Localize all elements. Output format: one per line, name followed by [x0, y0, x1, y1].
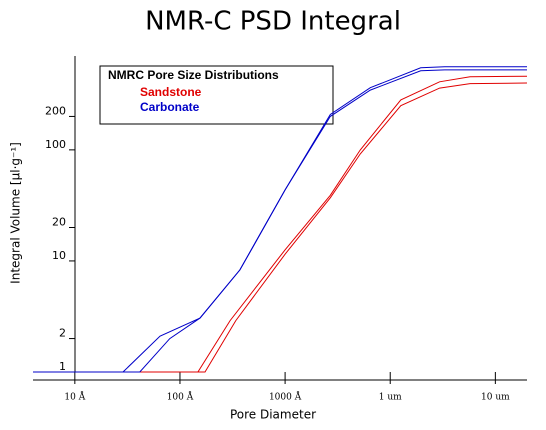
- y-tick-label: 100: [45, 138, 66, 151]
- x-tick-label: 100 Å: [167, 391, 194, 403]
- x-axis-label: Pore Diameter: [230, 408, 316, 422]
- y-tick-label: 10: [52, 249, 66, 262]
- y-axis-label: Integral Volume [µl·g⁻¹]: [9, 142, 23, 284]
- legend-box: [99, 65, 334, 125]
- legend-entry: Sandstone: [140, 85, 202, 99]
- y-tick-label: 200: [45, 104, 66, 117]
- x-tick-label: 10 Å: [64, 391, 85, 403]
- data-line: [33, 82, 528, 373]
- y-tick-label: 20: [52, 215, 66, 228]
- legend-title: NMRC Pore Size Distributions: [108, 68, 279, 82]
- data-line: [33, 75, 528, 373]
- y-tick-label: 2: [59, 327, 66, 340]
- legend-entry: Carbonate: [140, 100, 200, 114]
- data-line: [33, 69, 527, 373]
- x-tick-label: 1 um: [379, 393, 402, 403]
- x-tick-label: 1000 Å: [269, 391, 302, 403]
- y-tick-label: 1: [59, 360, 66, 373]
- chart-title: NMR-C PSD Integral: [145, 7, 401, 37]
- x-tick-label: 10 um: [481, 393, 510, 403]
